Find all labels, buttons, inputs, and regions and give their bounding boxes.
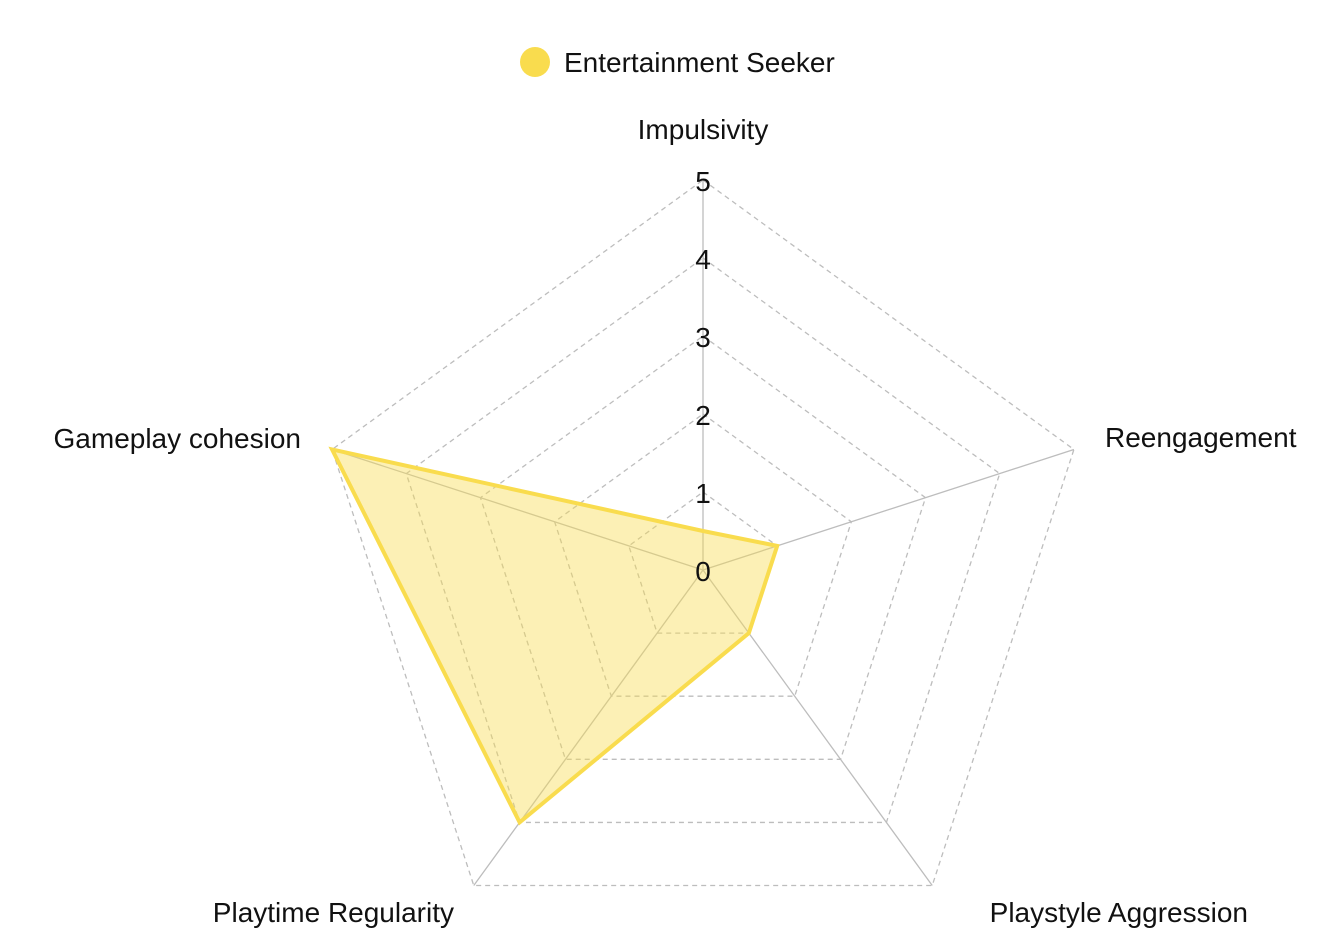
radial-tick-label: 3 — [695, 322, 711, 353]
grid-ring-5 — [331, 179, 1075, 887]
axis-label: Playstyle Aggression — [990, 897, 1248, 928]
grid-ring-3 — [479, 335, 927, 760]
radar-grid — [331, 179, 1075, 887]
axis-line — [473, 569, 704, 886]
radar-axes — [331, 180, 1075, 886]
radial-tick-label: 4 — [695, 244, 711, 275]
legend-marker — [520, 47, 550, 77]
radial-tick-label: 0 — [695, 556, 711, 587]
legend-label: Entertainment Seeker — [564, 47, 835, 78]
radial-tick-label: 5 — [695, 166, 711, 197]
axis-line — [702, 448, 1075, 571]
axis-label: Playtime Regularity — [213, 897, 454, 928]
axis-labels: Impulsivity Reengagement Playstyle Aggress… — [54, 114, 1297, 928]
axis-line — [702, 569, 933, 886]
radial-tick-labels: 0 1 2 3 4 5 — [695, 166, 711, 587]
grid-ring-1 — [628, 491, 778, 634]
radar-series — [328, 446, 780, 826]
axis-label: Reengagement — [1105, 422, 1297, 453]
axis-label: Gameplay cohesion — [54, 423, 301, 454]
radial-tick-label: 2 — [695, 400, 711, 431]
series-area[interactable] — [328, 446, 780, 826]
axis-label: Impulsivity — [638, 114, 769, 145]
radial-tick-label: 1 — [695, 478, 711, 509]
axis-line — [331, 448, 704, 571]
legend[interactable]: Entertainment Seeker — [520, 47, 835, 78]
